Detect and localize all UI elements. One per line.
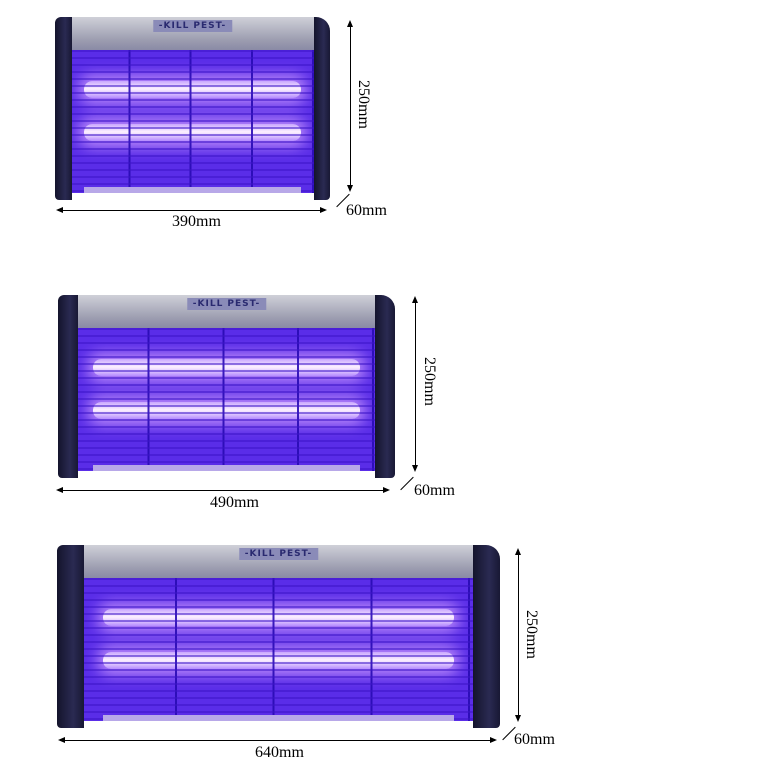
bug-zapper-small: -KILL PEST- — [55, 17, 330, 200]
brand-label: -KILL PEST- — [238, 548, 319, 561]
end-cap-left — [55, 17, 72, 200]
depth-arrow — [400, 476, 414, 491]
height-dimension: 250mm — [355, 80, 372, 129]
width-dimension: 490mm — [210, 494, 259, 511]
end-cap-right — [313, 17, 330, 200]
brand-label: -KILL PEST- — [186, 298, 267, 311]
uv-grid — [74, 327, 379, 471]
height-arrow — [515, 548, 521, 722]
width-arrow — [56, 207, 327, 213]
end-cap-right — [374, 295, 395, 478]
depth-dimension: 60mm — [514, 731, 555, 748]
brand-label: -KILL PEST- — [152, 20, 233, 33]
width-dimension: 640mm — [255, 744, 304, 761]
width-dimension: 390mm — [172, 213, 221, 230]
bug-zapper-medium: -KILL PEST- — [58, 295, 395, 478]
height-arrow — [412, 296, 418, 472]
height-arrow — [347, 20, 353, 192]
end-cap-right — [473, 545, 500, 728]
height-dimension: 250mm — [523, 610, 540, 659]
bug-zapper-large: -KILL PEST- — [57, 545, 500, 728]
depth-dimension: 60mm — [346, 202, 387, 219]
height-dimension: 250mm — [421, 357, 438, 406]
width-arrow — [58, 737, 497, 743]
uv-grid — [79, 577, 478, 721]
end-cap-left — [58, 295, 79, 478]
uv-grid — [68, 49, 317, 193]
top-bar: -KILL PEST- — [83, 545, 474, 578]
top-bar: -KILL PEST- — [71, 17, 314, 50]
top-bar: -KILL PEST- — [78, 295, 375, 328]
end-cap-left — [57, 545, 84, 728]
width-arrow — [56, 487, 390, 493]
depth-dimension: 60mm — [414, 482, 455, 499]
